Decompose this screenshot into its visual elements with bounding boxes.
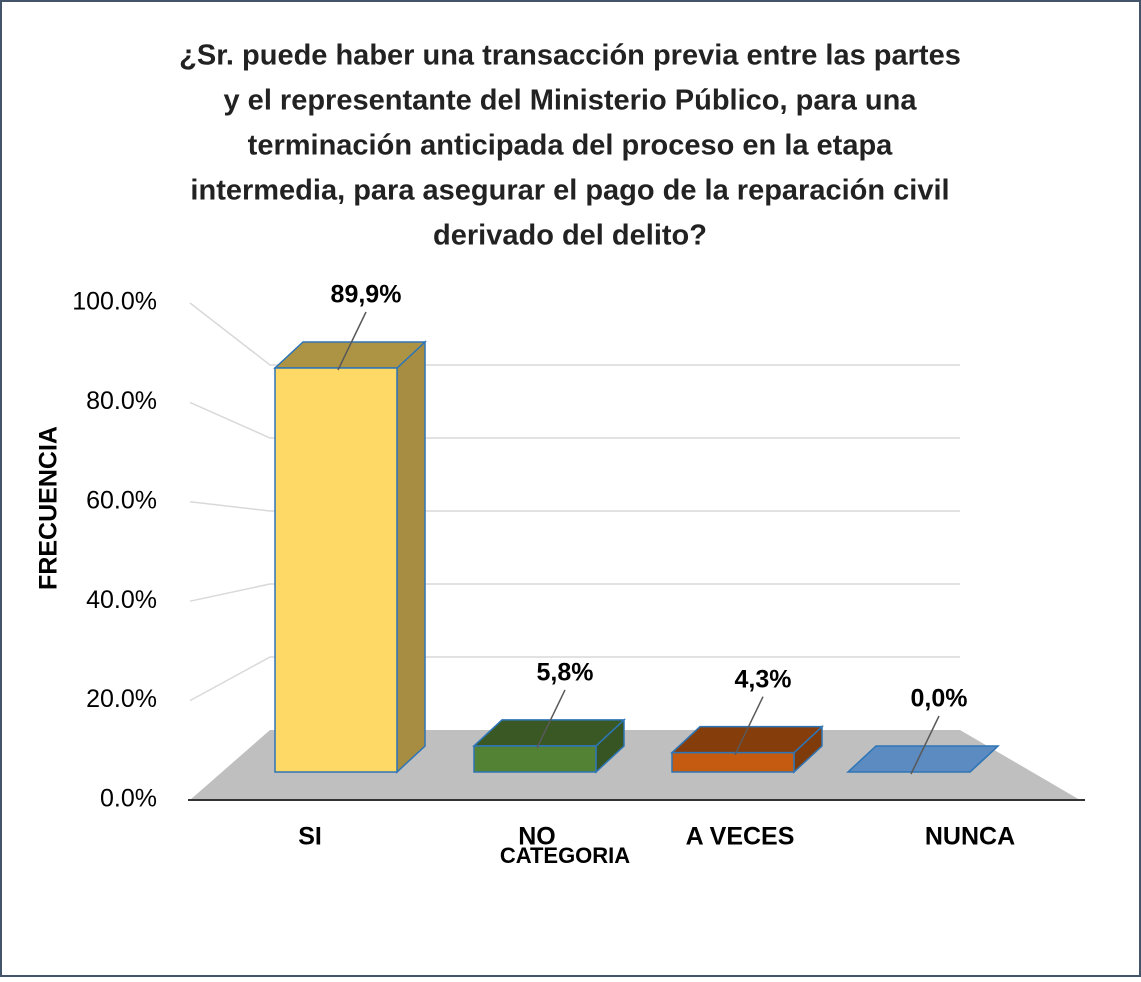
- chart-title-line: derivado del delito?: [433, 220, 707, 252]
- chart-title-line: intermedia, para asegurar el pago de la …: [190, 175, 949, 207]
- y-tick-label: 40.0%: [86, 586, 157, 614]
- bar-top: [846, 745, 1000, 773]
- bar-front: [473, 745, 597, 773]
- x-tick-label: SI: [298, 823, 322, 851]
- x-tick-label: A VECES: [686, 823, 795, 851]
- chart-title-line: terminación anticipada del proceso en la…: [248, 130, 894, 162]
- grid-line: [189, 583, 960, 602]
- grid-line: [189, 501, 960, 512]
- chart-title: ¿Sr. puede haber una transacción previa …: [179, 40, 961, 252]
- y-tick-label: 20.0%: [86, 685, 157, 713]
- grid-line: [189, 302, 960, 366]
- x-tick-label: NUNCA: [925, 823, 1015, 851]
- data-label: 89,9%: [331, 281, 402, 309]
- bar: [273, 340, 427, 774]
- y-tick-label: 0.0%: [100, 785, 157, 813]
- chart-title-line: y el representante del Ministerio Públic…: [224, 85, 918, 117]
- bar-front: [671, 751, 795, 773]
- y-tick-label: 60.0%: [86, 486, 157, 514]
- x-axis-title: CATEGORIA: [500, 843, 630, 868]
- bar-side: [396, 340, 426, 774]
- data-label: 0,0%: [911, 685, 968, 713]
- bar: [472, 718, 626, 774]
- leader-line: [910, 715, 940, 775]
- leader-line: [337, 311, 367, 371]
- data-label: 5,8%: [537, 659, 594, 687]
- y-tick-label: 100.0%: [72, 288, 157, 316]
- leader-line: [536, 689, 566, 749]
- leader-line: [734, 696, 764, 756]
- x-tick-label: NO: [518, 823, 556, 851]
- y-tick-label: 80.0%: [86, 387, 157, 415]
- data-label: 4,3%: [735, 665, 792, 693]
- bar-front: [274, 367, 398, 773]
- grid-line: [189, 656, 960, 702]
- grid-line: [189, 401, 960, 439]
- bar: [670, 724, 824, 774]
- y-axis-title: FRECUENCIA: [35, 426, 63, 590]
- chart-title-line: ¿Sr. puede haber una transacción previa …: [179, 40, 961, 72]
- bar: [846, 745, 1000, 773]
